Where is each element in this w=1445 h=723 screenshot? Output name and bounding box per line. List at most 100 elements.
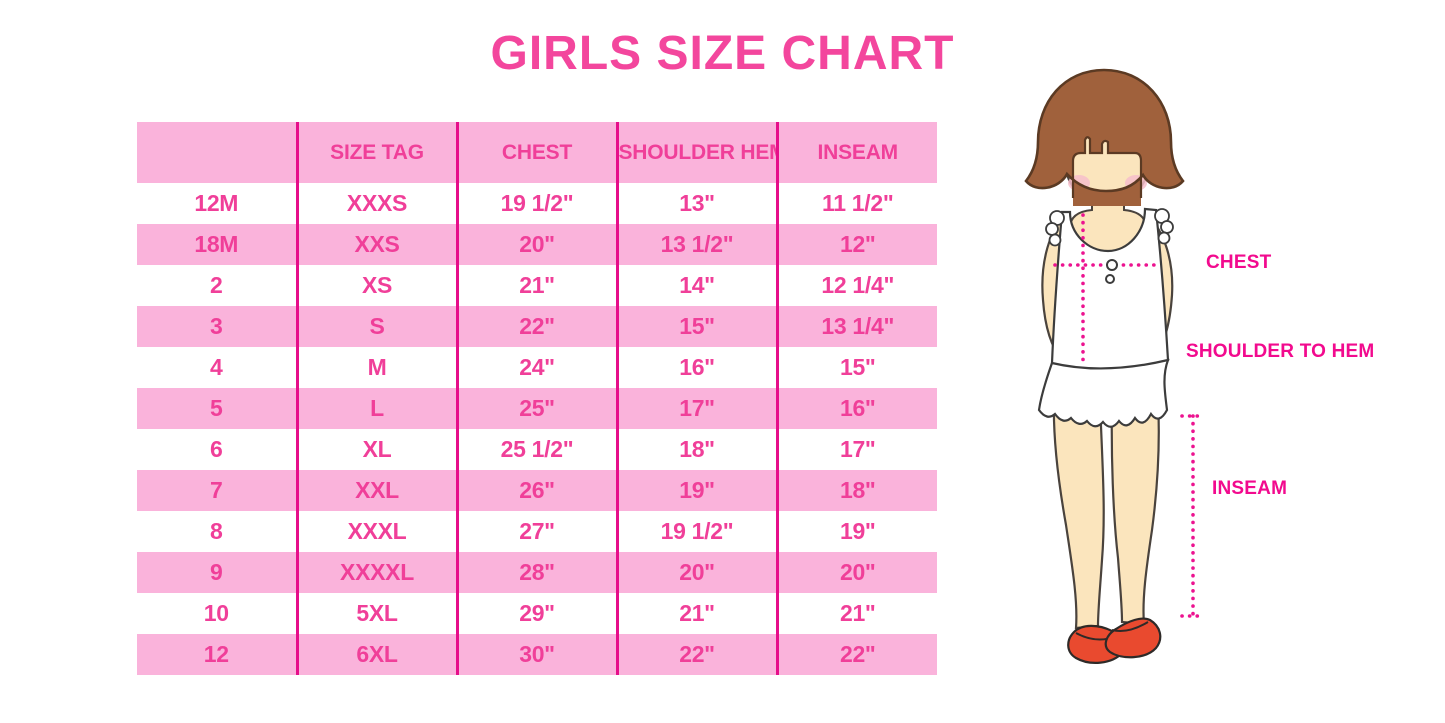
size-cell: 10	[203, 600, 229, 626]
left-leg	[1052, 398, 1105, 630]
table-body: 12M XXXS 19 1/2" 13" 11 1/2" 18M XXS 20"…	[137, 183, 937, 675]
shoulder-hem-cell: 15"	[615, 306, 777, 347]
size-cell: 6	[210, 436, 223, 462]
size-cell: 12M	[194, 190, 239, 216]
right-shoe-strap	[1111, 621, 1149, 632]
table-row: 4 M 24" 16" 15"	[137, 347, 937, 388]
size-tag-cell: M	[295, 347, 457, 388]
inseam-cell: 21"	[775, 593, 937, 634]
inseam-cell: 17"	[775, 429, 937, 470]
table-row: 8 XXXL 27" 19 1/2" 19"	[137, 511, 937, 552]
table-row: 5 L 25" 17" 16"	[137, 388, 937, 429]
shoulder-ruffles	[1045, 208, 1174, 247]
shoulder-hem-cell: 13 1/2"	[615, 224, 777, 265]
header-row: SIZE TAG CHEST SHOULDER HEM INSEAM	[137, 122, 937, 183]
measurement-figure: CHEST SHOULDER TO HEM INSEAM	[1000, 60, 1445, 723]
hair	[1026, 70, 1183, 206]
size-cell: 3	[137, 306, 297, 347]
inseam-cell: 15"	[775, 347, 937, 388]
size-tag-cell: XXL	[295, 470, 457, 511]
size-tag-cell: S	[295, 306, 457, 347]
size-tag-cell: XL	[295, 429, 457, 470]
chest-cell: 25"	[455, 388, 617, 429]
chest-cell: 19 1/2"	[455, 183, 617, 224]
chest-cell: 25 1/2"	[455, 429, 617, 470]
chest-cell: 29"	[455, 593, 617, 634]
size-tag-cell: 5XL	[295, 593, 457, 634]
chest-cell: 30"	[455, 634, 617, 675]
table-row: 18M XXS 20" 13 1/2" 12"	[137, 224, 937, 265]
size-tag-cell: 6XL	[295, 634, 457, 675]
right-shoe	[1104, 617, 1162, 659]
table-row: 12 6XL 30" 22" 22"	[137, 634, 937, 675]
shoulder-hem-cell: 19"	[615, 470, 777, 511]
inseam-cell: 13 1/4"	[775, 306, 937, 347]
bottom-button	[1105, 274, 1115, 284]
size-tag-cell: L	[295, 388, 457, 429]
shoulder-hem-cell: 14"	[615, 265, 777, 306]
size-cell: 7	[137, 470, 297, 511]
size-tag-cell: XXXXL	[295, 552, 457, 593]
top-button	[1106, 259, 1118, 271]
bangs-edge	[1071, 136, 1143, 198]
shoulder-hem-cell: 22"	[615, 634, 777, 675]
inseam-cell: 11 1/2"	[775, 183, 937, 224]
table-row: 9 XXXXL 28" 20" 20"	[137, 552, 937, 593]
header-inseam: INSEAM	[775, 122, 937, 183]
right-leg	[1110, 398, 1160, 626]
inseam-cell: 12 1/4"	[775, 265, 937, 306]
inseam-cell: 20"	[775, 552, 937, 593]
shoulder-hem-cell: 21"	[615, 593, 777, 634]
chest-cell: 24"	[455, 347, 617, 388]
table-row: 12M XXXS 19 1/2" 13" 11 1/2"	[137, 183, 937, 224]
size-tag-cell: XXXL	[295, 511, 457, 552]
chest-measurement-label: CHEST	[1206, 252, 1272, 273]
shoulder-hem-cell: 16"	[615, 347, 777, 388]
header-blank	[137, 122, 297, 183]
size-chart-table: SIZE TAG CHEST SHOULDER HEM INSEAM 12M X…	[137, 122, 937, 675]
shoulder-hem-cell: 18"	[615, 429, 777, 470]
size-cell: 9	[137, 552, 297, 593]
shoulder-to-hem-measurement-label: SHOULDER TO HEM	[1186, 341, 1375, 362]
inseam-cell: 18"	[775, 470, 937, 511]
chest-cell: 27"	[455, 511, 617, 552]
shoulder-hem-cell: 13"	[615, 183, 777, 224]
size-tag-cell: XS	[295, 265, 457, 306]
size-cell: 8	[210, 518, 223, 544]
skirt	[1037, 358, 1170, 428]
table-row: 10 5XL 29" 21" 21"	[137, 593, 937, 634]
shoulder-hem-cell: 20"	[615, 552, 777, 593]
header-shoulder-hem: SHOULDER HEM	[615, 122, 777, 183]
chest-cell: 26"	[455, 470, 617, 511]
girl-illustration	[1024, 68, 1206, 664]
chest-cell: 20"	[455, 224, 617, 265]
header-chest: CHEST	[455, 122, 617, 183]
size-cell: 18M	[137, 224, 297, 265]
shoulder-hem-cell: 19 1/2"	[615, 511, 777, 552]
size-cell: 4	[210, 354, 223, 380]
size-tag-cell: XXXS	[295, 183, 457, 224]
hair-outline	[1024, 68, 1185, 193]
table-row: 2 XS 21" 14" 12 1/4"	[137, 265, 937, 306]
inseam-cell: 16"	[775, 388, 937, 429]
shoulder-hem-cell: 17"	[615, 388, 777, 429]
table-row: 6 XL 25 1/2" 18" 17"	[137, 429, 937, 470]
size-cell: 5	[137, 388, 297, 429]
size-cell: 2	[210, 272, 223, 298]
table-row: 7 XXL 26" 19" 18"	[137, 470, 937, 511]
chest-cell: 22"	[455, 306, 617, 347]
size-cell: 12	[137, 634, 297, 675]
size-tag-cell: XXS	[295, 224, 457, 265]
chest-cell: 21"	[455, 265, 617, 306]
chest-cell: 28"	[455, 552, 617, 593]
inseam-cell: 12"	[775, 224, 937, 265]
table-row: 3 S 22" 15" 13 1/4"	[137, 306, 937, 347]
page-title: GIRLS SIZE CHART	[490, 27, 955, 80]
bodice	[1050, 207, 1170, 370]
inseam-cell: 22"	[775, 634, 937, 675]
table-header: SIZE TAG CHEST SHOULDER HEM INSEAM	[137, 122, 937, 183]
inseam-cell: 19"	[775, 511, 937, 552]
inseam-measurement-label: INSEAM	[1212, 478, 1288, 499]
header-size-tag: SIZE TAG	[295, 122, 457, 183]
